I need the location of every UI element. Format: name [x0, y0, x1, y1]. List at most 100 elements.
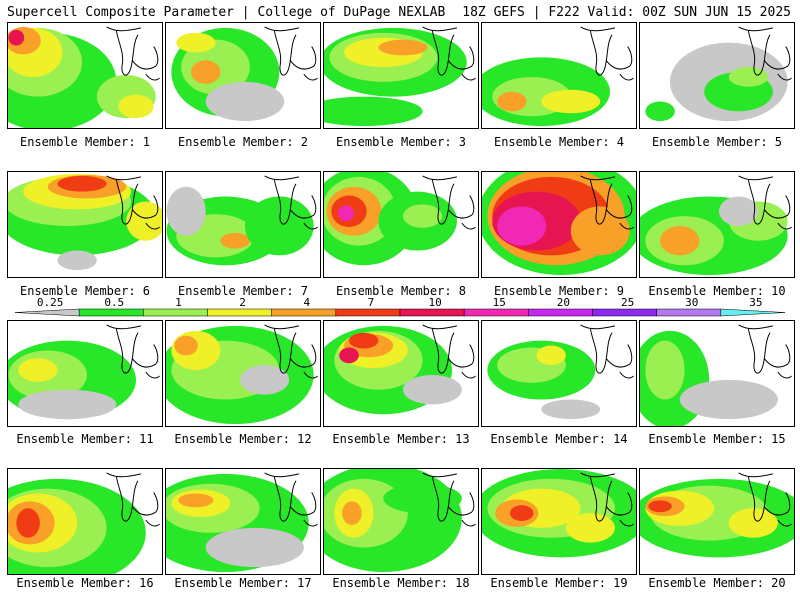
- parameter-contour: [338, 205, 354, 222]
- great-lakes-outline: [422, 324, 476, 379]
- ensemble-member-map: [323, 171, 479, 278]
- parameter-contour: [244, 196, 314, 256]
- parameter-contour: [402, 204, 443, 228]
- parameter-contour: [57, 175, 107, 192]
- parameter-contour: [348, 332, 379, 349]
- ensemble-member-map: [7, 320, 163, 427]
- ensemble-member-label: Ensemble Member: 9: [493, 284, 625, 298]
- ensemble-member-label: Ensemble Member: 20: [648, 576, 786, 590]
- legend-color-segment: [335, 308, 401, 317]
- legend-tick-label: 1: [175, 296, 182, 309]
- parameter-contour: [18, 358, 58, 382]
- legend-tick-label: 35: [749, 296, 762, 309]
- ensemble-member-label: Ensemble Member: 13: [332, 432, 470, 446]
- ensemble-member-label: Ensemble Member: 8: [335, 284, 467, 298]
- map-title: Supercell Composite Parameter | College …: [7, 5, 446, 20]
- ensemble-member-map: [639, 320, 795, 427]
- ensemble-member-map: [639, 171, 795, 278]
- parameter-contour: [240, 365, 290, 395]
- parameter-contour: [378, 39, 428, 56]
- parameter-contour: [509, 505, 534, 522]
- great-lakes-outline: [106, 324, 160, 379]
- ensemble-member-label: Ensemble Member: 2: [177, 135, 309, 149]
- legend-color-segment: [207, 308, 272, 317]
- parameter-contour: [324, 96, 423, 127]
- parameter-contour: [118, 94, 154, 119]
- ensemble-member-label: Ensemble Member: 5: [651, 135, 783, 149]
- parameter-contour: [660, 225, 700, 256]
- legend-tick-label: 0.25: [37, 296, 64, 309]
- great-lakes-outline: [264, 324, 318, 379]
- ensemble-member-map: [165, 22, 321, 129]
- parameter-contour: [16, 508, 40, 538]
- parameter-contour: [645, 340, 685, 400]
- ensemble-member-map: [323, 320, 479, 427]
- parameter-contour: [205, 81, 285, 122]
- ensemble-member-map: [639, 468, 795, 575]
- legend-tick-label: 10: [428, 296, 441, 309]
- parameter-contour: [645, 101, 675, 122]
- legend-color-segment: [271, 308, 337, 317]
- ensemble-member-map: [165, 320, 321, 427]
- parameter-contour: [174, 335, 198, 356]
- legend-color-segment: [463, 308, 529, 317]
- parameter-contour: [8, 29, 25, 46]
- great-lakes-outline: [106, 472, 160, 527]
- parameter-contour: [570, 206, 630, 256]
- parameter-contour: [728, 67, 769, 87]
- ensemble-member-map: [165, 171, 321, 278]
- ensemble-member-label: Ensemble Member: 19: [490, 576, 628, 590]
- great-lakes-outline: [738, 472, 792, 527]
- ensemble-member-map: [7, 171, 163, 278]
- great-lakes-outline: [422, 472, 476, 527]
- ensemble-member-label: Ensemble Member: 11: [16, 432, 154, 446]
- ensemble-member-label: Ensemble Member: 3: [335, 135, 467, 149]
- parameter-contour: [18, 389, 117, 420]
- legend-color-segment: [720, 308, 786, 317]
- legend-color-segment: [399, 308, 465, 317]
- great-lakes-outline: [738, 26, 792, 81]
- parameter-contour: [205, 527, 304, 568]
- ensemble-member-label: Ensemble Member: 4: [493, 135, 625, 149]
- great-lakes-outline: [264, 472, 318, 527]
- legend-color-segment: [14, 308, 80, 317]
- great-lakes-outline: [106, 26, 160, 81]
- parameter-contour: [383, 483, 462, 514]
- parameter-contour: [342, 501, 362, 525]
- ensemble-member-label: Ensemble Member: 16: [16, 576, 154, 590]
- ensemble-member-label: Ensemble Member: 12: [174, 432, 312, 446]
- ensemble-member-map: [639, 22, 795, 129]
- ensemble-member-map: [481, 468, 637, 575]
- legend-tick-label: 25: [621, 296, 634, 309]
- ensemble-member-map: [481, 320, 637, 427]
- legend-tick-label: 20: [557, 296, 570, 309]
- great-lakes-outline: [580, 472, 634, 527]
- legend-color-segment: [143, 308, 208, 317]
- legend-tick-label: 0.5: [104, 296, 124, 309]
- great-lakes-outline: [106, 175, 160, 230]
- great-lakes-outline: [422, 175, 476, 230]
- parameter-contour: [679, 379, 778, 420]
- ensemble-member-label: Ensemble Member: 15: [648, 432, 786, 446]
- parameter-contour: [541, 399, 601, 420]
- ensemble-member-label: Ensemble Member: 7: [177, 284, 309, 298]
- great-lakes-outline: [580, 26, 634, 81]
- ensemble-member-map: [481, 22, 637, 129]
- parameter-contour: [718, 196, 759, 226]
- ensemble-member-label: Ensemble Member: 6: [19, 284, 151, 298]
- parameter-contour: [339, 347, 359, 364]
- ensemble-member-label: Ensemble Member: 17: [174, 576, 312, 590]
- ensemble-member-map: [7, 468, 163, 575]
- legend-color-segment: [592, 308, 657, 317]
- parameter-contour: [57, 250, 97, 271]
- legend-tick-label: 30: [685, 296, 698, 309]
- great-lakes-outline: [738, 324, 792, 379]
- legend-tick-label: 15: [493, 296, 506, 309]
- legend-color-segment: [78, 308, 144, 317]
- great-lakes-outline: [580, 175, 634, 230]
- legend-color-segment: [656, 308, 722, 317]
- parameter-contour: [728, 508, 778, 538]
- ensemble-member-map: [165, 468, 321, 575]
- ensemble-member-map: [323, 22, 479, 129]
- parameter-contour: [565, 513, 615, 543]
